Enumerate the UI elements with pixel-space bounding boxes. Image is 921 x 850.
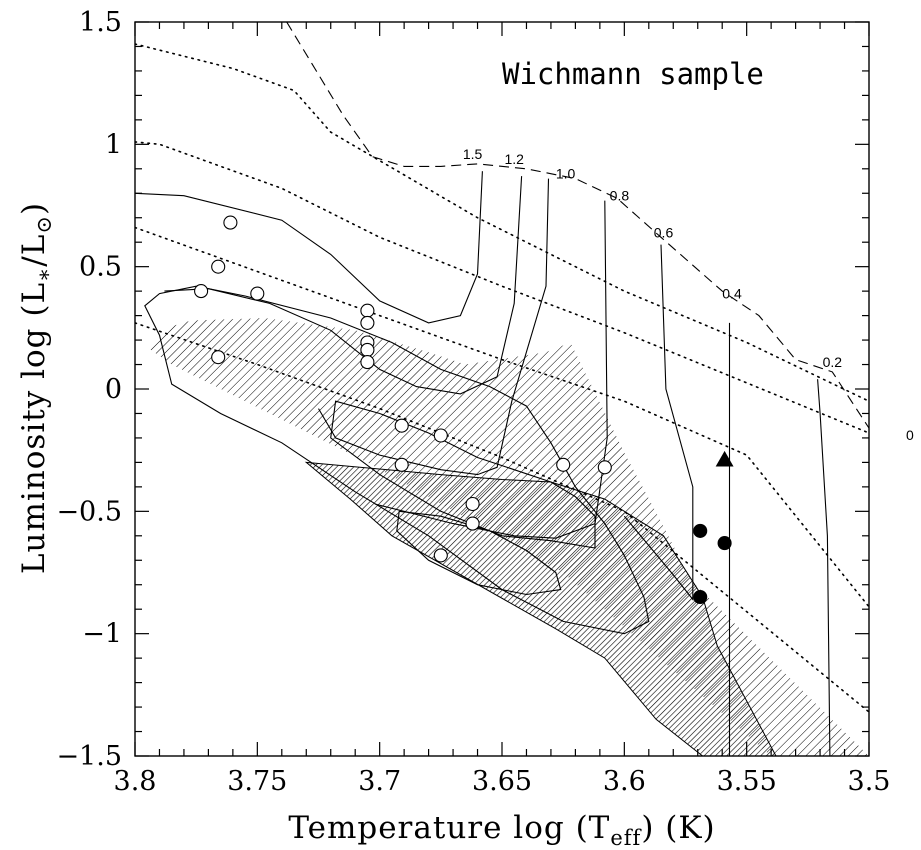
isochrone-line-3 xyxy=(135,226,869,608)
open-circle-point-12 xyxy=(433,428,448,443)
x-tick-label: 3.7 xyxy=(358,766,401,797)
open-circle-point-13 xyxy=(394,457,409,472)
chart-title: Wichmann sample xyxy=(502,57,764,91)
x-tick-label: 3.65 xyxy=(472,766,532,797)
y-tick-label: −0.5 xyxy=(56,496,122,527)
mass-label-1-2: 1.2 xyxy=(504,151,524,167)
open-circle-point-5 xyxy=(211,350,226,365)
contour-outer xyxy=(144,285,650,635)
open-circle-point-2 xyxy=(211,259,226,274)
filled-circle-point-3 xyxy=(693,589,708,605)
mass-label-1-5: 1.5 xyxy=(463,146,483,162)
open-circle-point-7 xyxy=(360,315,375,330)
track-0-8 xyxy=(374,200,608,539)
open-circle-point-9 xyxy=(360,342,375,357)
open-circle-point-15 xyxy=(597,460,612,475)
isochrone-line-1 xyxy=(135,43,869,403)
x-tick-label: 3.5 xyxy=(848,766,891,797)
track-1-2 xyxy=(164,176,523,395)
open-circle-point-16 xyxy=(465,496,480,512)
open-circle-point-6 xyxy=(360,303,375,318)
track-0-2 xyxy=(817,379,831,756)
track-1-5 xyxy=(135,171,483,324)
y-tick-label: 0 xyxy=(105,374,122,405)
open-circle-point-14 xyxy=(556,457,571,472)
mass-label-0-6: 0.6 xyxy=(654,224,674,240)
x-axis-title: Temperature log (Teff) (K) xyxy=(288,810,715,850)
x-tick-label: 3.6 xyxy=(603,766,646,797)
clipped-mass-label: 0 xyxy=(906,427,914,443)
open-circle-point-17 xyxy=(465,516,480,531)
y-tick-label: −1 xyxy=(82,619,122,650)
x-tick-label: 3.8 xyxy=(114,766,157,797)
y-tick-label: 1.5 xyxy=(79,7,122,38)
mass-label-0-2: 0.2 xyxy=(823,354,843,370)
y-tick-label: −1.5 xyxy=(56,741,122,772)
track-1-0 xyxy=(318,178,550,476)
mass-label-1-0: 1.0 xyxy=(556,166,576,182)
x-tick-label: 3.75 xyxy=(227,766,287,797)
open-circle-point-18 xyxy=(433,548,448,563)
track-0-6 xyxy=(623,244,694,601)
y-axis-title: Luminosity log (L∗/L⊙) xyxy=(16,202,56,574)
x-tick-label: 3.55 xyxy=(717,766,777,797)
open-circle-point-4 xyxy=(194,284,209,299)
y-tick-label: 1 xyxy=(105,129,122,160)
axis-ticks xyxy=(134,21,870,757)
y-tick-label: 0.5 xyxy=(79,252,122,283)
filled-circle-point-1 xyxy=(693,523,708,538)
mass-label-0-4: 0.4 xyxy=(722,286,742,302)
open-circle-point-3 xyxy=(250,286,265,301)
filled-triangle-point-1 xyxy=(715,450,734,467)
filled-circle-point-2 xyxy=(717,536,732,551)
open-circle-point-10 xyxy=(360,355,375,370)
isochrone-line-2 xyxy=(135,141,869,434)
plot-area: 1.5 1.2 1.0 0.8 0.6 0.4 0.2 xyxy=(135,22,869,756)
dark-hatched-region xyxy=(304,461,777,756)
open-circle-point-11 xyxy=(394,418,409,433)
mass-label-0-8: 0.8 xyxy=(610,188,630,204)
open-circle-point-1 xyxy=(223,215,238,230)
axis-tick-labels: 3.8 3.75 3.7 3.65 3.6 3.55 3.5−1.5−1−0.500.511… xyxy=(56,7,890,797)
